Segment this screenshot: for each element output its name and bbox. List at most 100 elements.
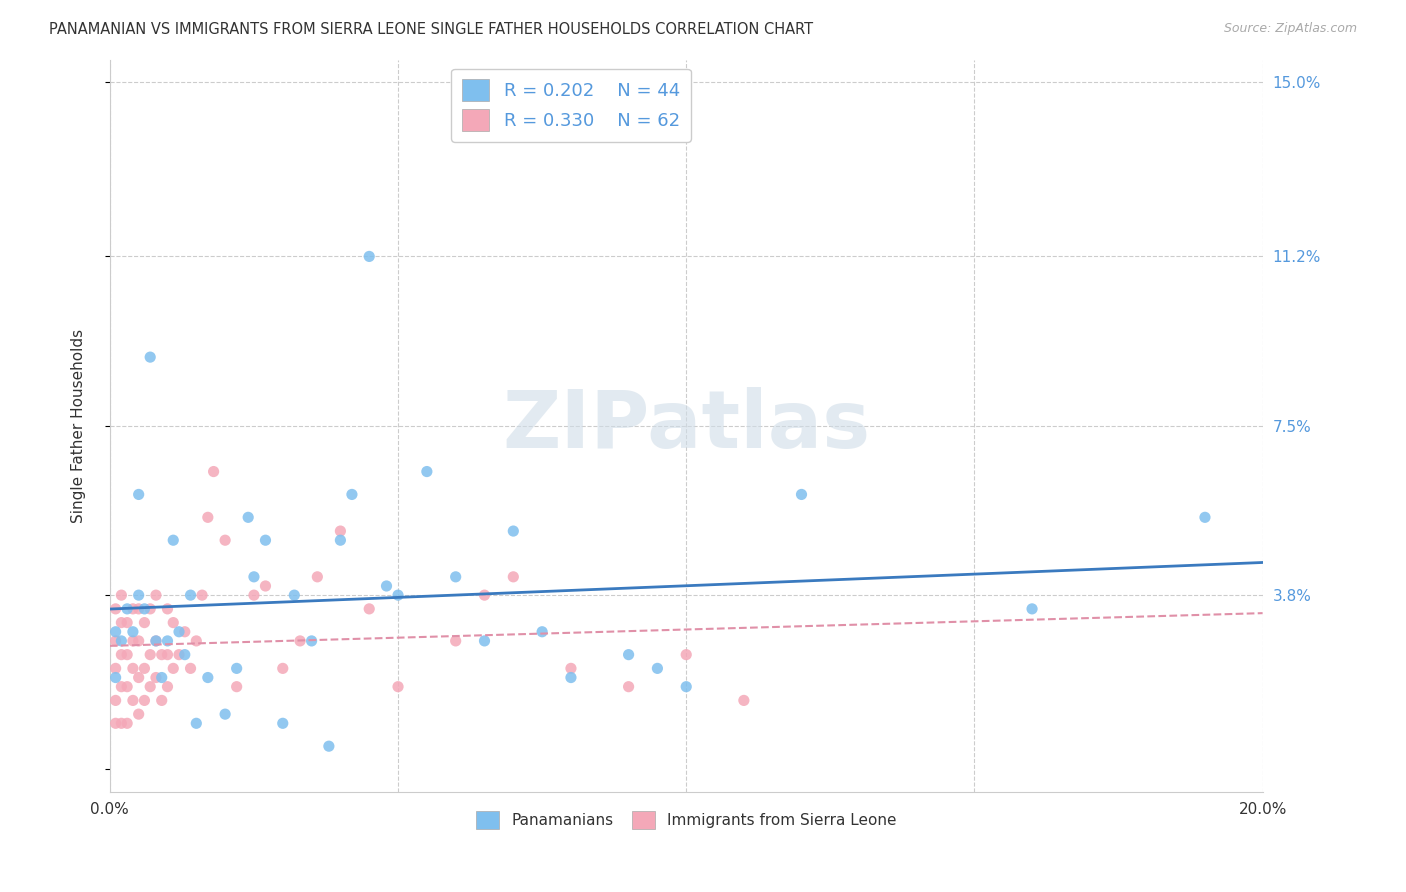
Point — [134, 693, 156, 707]
Point — [134, 602, 156, 616]
Point — [560, 671, 582, 685]
Point — [225, 661, 247, 675]
Point — [359, 602, 381, 616]
Point — [128, 602, 150, 616]
Point — [617, 680, 640, 694]
Point — [444, 634, 467, 648]
Point — [145, 634, 167, 648]
Point — [145, 634, 167, 648]
Point — [134, 615, 156, 630]
Point — [122, 693, 145, 707]
Point — [104, 661, 127, 675]
Point — [115, 680, 138, 694]
Point — [243, 570, 266, 584]
Point — [474, 588, 496, 602]
Point — [502, 570, 524, 584]
Point — [104, 602, 127, 616]
Point — [139, 680, 162, 694]
Point — [122, 624, 145, 639]
Point — [122, 661, 145, 675]
Point — [110, 615, 132, 630]
Point — [122, 602, 145, 616]
Point — [675, 648, 697, 662]
Point — [214, 533, 236, 548]
Point — [180, 588, 202, 602]
Point — [115, 602, 138, 616]
Point — [733, 693, 755, 707]
Point — [173, 648, 195, 662]
Point — [162, 615, 184, 630]
Point — [128, 588, 150, 602]
Point — [186, 634, 208, 648]
Point — [318, 739, 340, 754]
Point — [110, 634, 132, 648]
Legend: Panamanians, Immigrants from Sierra Leone: Panamanians, Immigrants from Sierra Leon… — [470, 805, 903, 836]
Point — [122, 634, 145, 648]
Point — [283, 588, 305, 602]
Point — [156, 648, 179, 662]
Point — [110, 680, 132, 694]
Point — [128, 671, 150, 685]
Text: ZIPatlas: ZIPatlas — [502, 387, 870, 465]
Point — [474, 634, 496, 648]
Point — [150, 648, 173, 662]
Point — [197, 510, 219, 524]
Point — [202, 465, 225, 479]
Point — [162, 533, 184, 548]
Point — [444, 570, 467, 584]
Point — [139, 648, 162, 662]
Point — [225, 680, 247, 694]
Point — [186, 716, 208, 731]
Point — [307, 570, 329, 584]
Point — [329, 524, 352, 538]
Point — [156, 602, 179, 616]
Point — [359, 249, 381, 263]
Point — [115, 615, 138, 630]
Point — [115, 648, 138, 662]
Point — [197, 671, 219, 685]
Point — [145, 671, 167, 685]
Point — [128, 634, 150, 648]
Point — [104, 634, 127, 648]
Point — [191, 588, 214, 602]
Point — [375, 579, 398, 593]
Point — [387, 588, 409, 602]
Point — [128, 487, 150, 501]
Point — [104, 716, 127, 731]
Point — [531, 624, 554, 639]
Point — [340, 487, 363, 501]
Point — [167, 648, 190, 662]
Point — [271, 716, 294, 731]
Point — [329, 533, 352, 548]
Text: PANAMANIAN VS IMMIGRANTS FROM SIERRA LEONE SINGLE FATHER HOUSEHOLDS CORRELATION : PANAMANIAN VS IMMIGRANTS FROM SIERRA LEO… — [49, 22, 813, 37]
Point — [139, 602, 162, 616]
Point — [104, 671, 127, 685]
Point — [110, 648, 132, 662]
Point — [156, 680, 179, 694]
Point — [387, 680, 409, 694]
Point — [104, 624, 127, 639]
Point — [156, 634, 179, 648]
Point — [167, 624, 190, 639]
Text: Source: ZipAtlas.com: Source: ZipAtlas.com — [1223, 22, 1357, 36]
Point — [1194, 510, 1216, 524]
Point — [301, 634, 323, 648]
Point — [214, 707, 236, 722]
Point — [254, 579, 277, 593]
Point — [238, 510, 260, 524]
Point — [416, 465, 439, 479]
Point — [180, 661, 202, 675]
Point — [647, 661, 669, 675]
Point — [110, 588, 132, 602]
Point — [110, 716, 132, 731]
Point — [115, 716, 138, 731]
Point — [173, 624, 195, 639]
Point — [139, 350, 162, 364]
Point — [271, 661, 294, 675]
Point — [502, 524, 524, 538]
Point — [790, 487, 813, 501]
Point — [162, 661, 184, 675]
Y-axis label: Single Father Households: Single Father Households — [72, 329, 86, 523]
Point — [560, 661, 582, 675]
Point — [145, 588, 167, 602]
